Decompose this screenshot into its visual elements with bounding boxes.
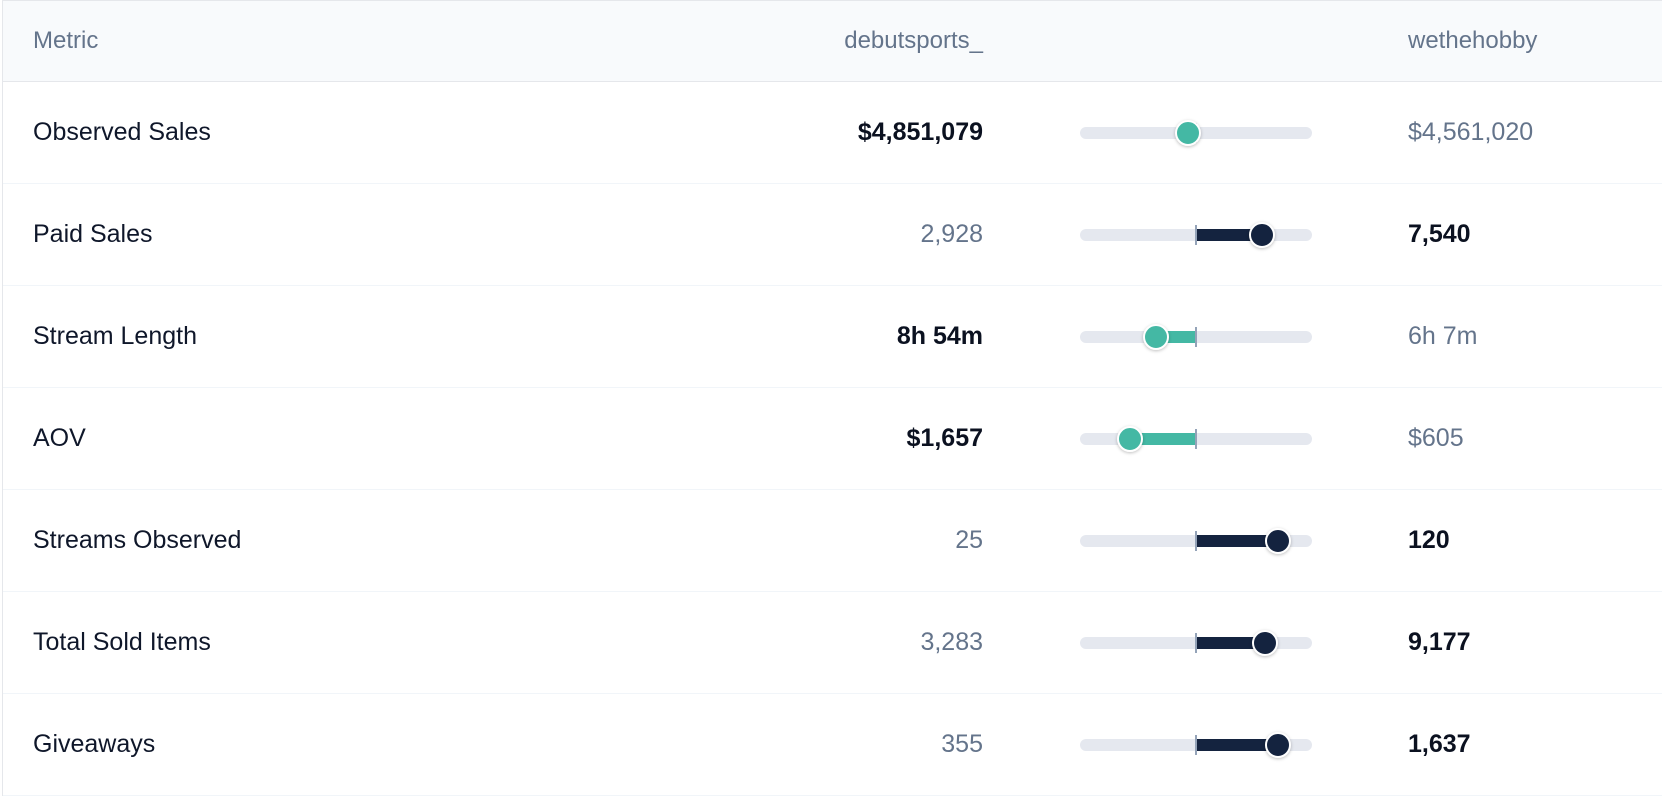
comparison-bar-marker [1251, 629, 1278, 656]
comparison-bar-cell [1080, 592, 1312, 693]
table-row: Stream Length 8h 54m 6h 7m [3, 286, 1662, 388]
header-metric: Metric [33, 27, 99, 54]
metric-label: Total Sold Items [33, 628, 211, 656]
comparison-bar-fill [1196, 228, 1262, 241]
comparison-bar-track [1080, 731, 1312, 758]
metric-label: Giveaways [33, 730, 156, 758]
metric-label: Paid Sales [33, 220, 153, 248]
table-row: Streams Observed 25 120 [3, 490, 1662, 592]
comparison-bar-track [1080, 221, 1312, 248]
comparison-bar-track [1080, 425, 1312, 452]
right-value: 9,177 [1408, 628, 1471, 656]
comparison-bar-marker [1117, 425, 1144, 452]
comparison-bar-cell [1080, 82, 1312, 183]
center-tick [1195, 428, 1197, 449]
left-value: 355 [941, 730, 983, 758]
left-value: 2,928 [920, 220, 983, 248]
table-row: Giveaways 355 1,637 [3, 694, 1662, 796]
right-value: 1,637 [1408, 730, 1471, 758]
comparison-bar-track [1080, 323, 1312, 350]
right-value: 120 [1408, 526, 1450, 554]
table-row: Total Sold Items 3,283 9,177 [3, 592, 1662, 694]
right-value: $4,561,020 [1408, 118, 1534, 146]
left-value: 25 [955, 526, 983, 554]
left-value: $1,657 [906, 424, 983, 452]
left-value: 3,283 [920, 628, 983, 656]
metric-label: Streams Observed [33, 526, 242, 554]
center-tick [1195, 734, 1197, 755]
header-right-creator: wethehobby [1408, 27, 1538, 54]
comparison-bar-cell [1080, 490, 1312, 591]
metric-label: AOV [33, 424, 86, 452]
center-tick [1195, 632, 1197, 653]
table-header: Metric debutsports_ wethehobby [3, 1, 1662, 82]
comparison-bar-cell [1080, 388, 1312, 489]
comparison-bar-marker [1264, 527, 1291, 554]
table-row: Paid Sales 2,928 7,540 [3, 184, 1662, 286]
header-left-creator: debutsports_ [844, 27, 983, 54]
left-value: 8h 54m [896, 322, 983, 350]
comparison-bar-marker [1142, 323, 1169, 350]
comparison-bar-fill [1196, 534, 1278, 547]
comparison-bar-cell [1080, 184, 1312, 285]
table-body: Observed Sales $4,851,079 $4,561,020 Paid S… [3, 82, 1662, 796]
left-value: $4,851,079 [857, 118, 983, 146]
comparison-bar-track [1080, 119, 1312, 146]
metric-label: Observed Sales [33, 118, 211, 146]
right-value: 6h 7m [1408, 322, 1478, 350]
center-tick [1195, 326, 1197, 347]
comparison-bar-cell [1080, 694, 1312, 795]
right-value: 7,540 [1408, 220, 1471, 248]
table-row: AOV $1,657 $605 [3, 388, 1662, 490]
right-value: $605 [1408, 424, 1464, 452]
metric-label: Stream Length [33, 322, 197, 350]
comparison-bar-fill [1130, 432, 1196, 445]
table-row: Observed Sales $4,851,079 $4,561,020 [3, 82, 1662, 184]
comparison-bar-track [1080, 527, 1312, 554]
center-tick [1195, 224, 1197, 245]
comparison-bar-marker [1264, 731, 1291, 758]
comparison-bar-marker [1248, 221, 1275, 248]
comparison-bar-cell [1080, 286, 1312, 387]
comparison-bar-marker [1174, 119, 1201, 146]
comparison-bar-fill [1196, 738, 1278, 751]
center-tick [1195, 530, 1197, 551]
comparison-bar-track [1080, 629, 1312, 656]
comparison-bar-fill [1196, 636, 1265, 649]
